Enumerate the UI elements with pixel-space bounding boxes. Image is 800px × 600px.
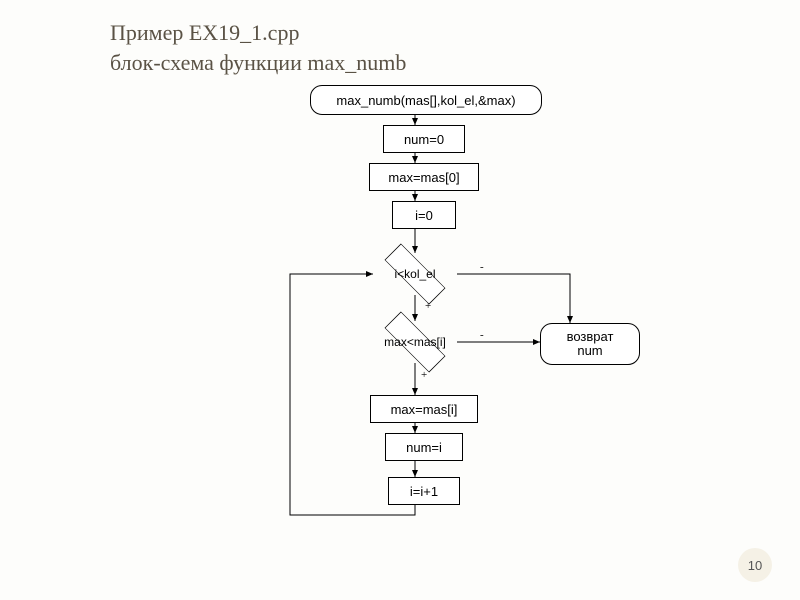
slide: Пример EX19_1.cpp блок-схема функции max… — [0, 0, 800, 600]
node-start: max_numb(mas[],kol_el,&max) — [310, 85, 542, 115]
node-num0: num=0 — [383, 125, 465, 153]
node-i0: i=0 — [392, 201, 456, 229]
title-line1: Пример EX19_1.cpp — [110, 20, 299, 45]
edge-label-d1-minus: - — [480, 261, 484, 273]
decision-label: i<kol_el — [373, 253, 457, 295]
node-decision-kol: i<kol_el — [373, 253, 457, 295]
title-line2: блок-схема функции max_numb — [110, 50, 406, 75]
page-number-text: 10 — [748, 558, 762, 573]
edge-label-d2-plus: + — [421, 369, 427, 381]
slide-title: Пример EX19_1.cpp блок-схема функции max… — [110, 18, 406, 77]
flowchart: max_numb(mas[],kol_el,&max) num=0 max=ma… — [160, 85, 680, 565]
decision-label: max<mas[i] — [373, 321, 457, 363]
node-num-assign: num=i — [385, 433, 463, 461]
edge-label-d2-minus: - — [480, 329, 484, 341]
node-inc: i=i+1 — [388, 477, 460, 505]
node-return: возвратnum — [540, 323, 640, 365]
page-number: 10 — [738, 548, 772, 582]
edge-label-d1-plus: + — [425, 300, 431, 312]
node-decision-max: max<mas[i] — [373, 321, 457, 363]
return-label: возвратnum — [567, 330, 614, 359]
node-max0: max=mas[0] — [369, 163, 479, 191]
node-max-assign: max=mas[i] — [370, 395, 478, 423]
